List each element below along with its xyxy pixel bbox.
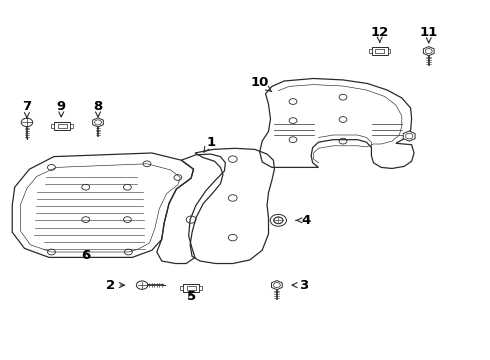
Bar	[54, 122, 71, 130]
Text: 4: 4	[296, 214, 311, 227]
Bar	[51, 124, 54, 128]
Bar	[180, 286, 183, 290]
Circle shape	[136, 281, 148, 289]
Polygon shape	[403, 131, 415, 141]
Text: 2: 2	[106, 279, 124, 292]
Polygon shape	[271, 280, 282, 290]
Bar	[199, 286, 202, 290]
Polygon shape	[423, 46, 434, 56]
Text: 1: 1	[204, 136, 215, 152]
Bar	[183, 284, 199, 292]
Text: 3: 3	[292, 279, 308, 292]
Bar	[375, 49, 384, 54]
Text: 10: 10	[250, 76, 271, 91]
Circle shape	[270, 215, 286, 226]
Polygon shape	[93, 118, 103, 127]
Text: 7: 7	[23, 100, 31, 118]
Text: 12: 12	[370, 26, 389, 42]
Circle shape	[21, 118, 33, 127]
Bar	[58, 123, 67, 129]
Text: 5: 5	[187, 291, 196, 303]
Bar	[388, 49, 391, 53]
Bar	[369, 49, 372, 53]
Text: 9: 9	[57, 100, 66, 117]
Bar	[187, 285, 196, 291]
Text: 11: 11	[419, 26, 438, 43]
Text: 6: 6	[81, 249, 90, 262]
Text: 8: 8	[94, 100, 102, 117]
Bar	[71, 124, 73, 128]
Bar	[372, 47, 388, 55]
